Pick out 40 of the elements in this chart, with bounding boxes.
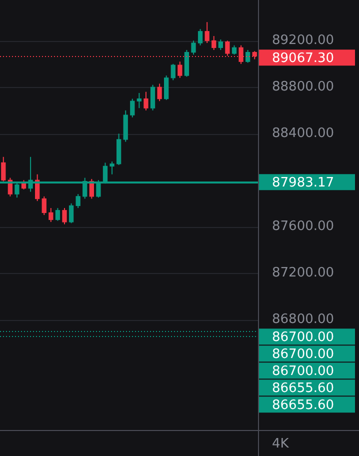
candlestick <box>42 196 46 216</box>
text: 86700.00 <box>272 364 334 379</box>
candlestick <box>144 91 148 111</box>
text: 86655.60 <box>272 380 334 396</box>
candlestick <box>204 22 210 44</box>
y-tick-label: 88800.00 <box>272 80 334 95</box>
text: 86655.60 <box>272 398 334 413</box>
candlestick <box>76 194 80 209</box>
candlestick <box>225 40 230 56</box>
candlestick <box>164 75 169 100</box>
ref-line-label: 86700.00 <box>272 330 334 345</box>
candlestick <box>212 36 216 50</box>
text: 4K <box>272 436 290 452</box>
y-tick-label: 89200.00 <box>272 33 334 48</box>
candlestick <box>170 63 176 81</box>
candlestick <box>198 28 203 46</box>
text: 86700.00 <box>272 346 334 362</box>
candlestick <box>136 92 142 109</box>
candlestick <box>245 49 250 64</box>
candlestick <box>68 202 74 224</box>
candlestick <box>232 44 237 56</box>
candlestick <box>48 208 54 222</box>
candlestick <box>1 156 6 182</box>
candlestick <box>62 208 67 225</box>
candlestick <box>130 98 135 118</box>
candlestick <box>184 49 190 78</box>
y-tick-label: 86800.00 <box>272 312 334 327</box>
candlestick <box>55 208 60 222</box>
candlestick <box>21 180 26 190</box>
candlestick <box>178 61 182 78</box>
candlestick <box>218 39 223 50</box>
ref-line-label: 87983.17 <box>272 175 334 190</box>
candlestick <box>110 161 114 175</box>
candlestick <box>191 40 196 56</box>
y-tick-label: 87600.00 <box>272 218 334 234</box>
y-tick-label: 87200.00 <box>272 265 334 280</box>
candlestick <box>157 83 162 102</box>
candlestick <box>150 84 156 111</box>
y-tick-label: 88400.00 <box>272 126 334 142</box>
ref-line-label: 89067.30 <box>272 51 334 66</box>
